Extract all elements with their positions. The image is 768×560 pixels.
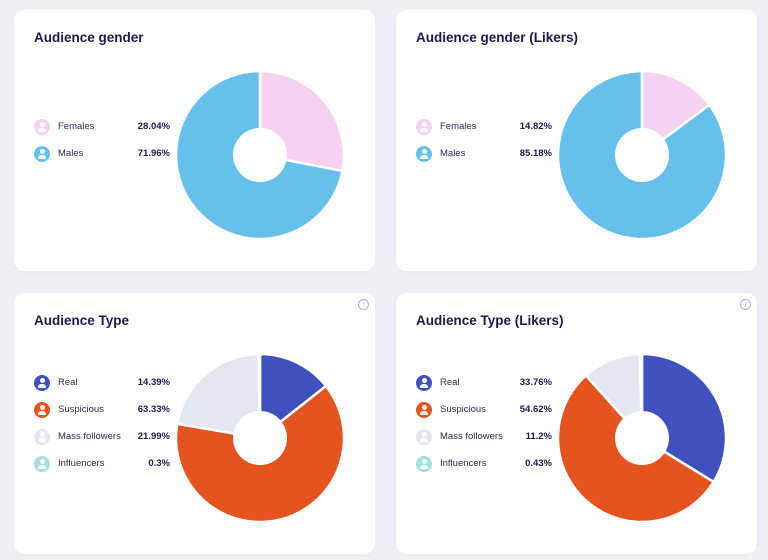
- legend-value: 28.04%: [137, 121, 170, 132]
- legend-item: Suspicious 63.33%: [34, 396, 170, 423]
- chart-card: Audience Type (Likers) i Real 33.76% Suspici…: [396, 293, 757, 554]
- legend-label: Suspicious: [58, 404, 104, 415]
- legend-label: Real: [58, 377, 78, 388]
- legend-label: Influencers: [58, 458, 105, 469]
- legend-label: Mass followers: [58, 431, 121, 442]
- legend-label: Males: [58, 148, 84, 159]
- donut-chart: [174, 69, 346, 241]
- legend-value: 14.39%: [137, 377, 170, 388]
- legend-item: Males 71.96%: [34, 140, 170, 167]
- user-icon: [34, 118, 50, 135]
- user-icon: [416, 374, 432, 391]
- chart-card: Audience gender Females 28.04% Males 71.96%: [14, 10, 375, 271]
- donut-chart: [556, 352, 728, 524]
- legend-label: Suspicious: [440, 404, 486, 415]
- info-icon[interactable]: i: [740, 299, 751, 310]
- user-icon: [416, 145, 432, 162]
- chart-title: Audience gender (Likers): [416, 30, 579, 45]
- legend: Females 14.82% Males 85.18%: [416, 113, 552, 167]
- chart-card: Audience gender (Likers) Females 14.82% Mal…: [396, 10, 757, 271]
- user-icon: [34, 401, 50, 418]
- user-icon: [34, 428, 50, 445]
- legend-label: Real: [440, 377, 460, 388]
- legend-label: Males: [440, 148, 466, 159]
- donut-chart: [174, 352, 346, 524]
- legend-value: 54.62%: [519, 404, 552, 415]
- user-icon: [416, 455, 432, 472]
- legend-item: Mass followers 21.99%: [34, 423, 170, 450]
- legend-item: Real 33.76%: [416, 369, 552, 396]
- chart-title: Audience Type: [34, 313, 130, 328]
- user-icon: [416, 401, 432, 418]
- legend-item: Real 14.39%: [34, 369, 170, 396]
- user-icon: [34, 374, 50, 391]
- legend-value: 71.96%: [137, 148, 170, 159]
- donut-hole: [233, 128, 287, 182]
- legend-item: Suspicious 54.62%: [416, 396, 552, 423]
- donut-hole: [615, 128, 669, 182]
- slice-males[interactable]: [556, 69, 728, 241]
- legend-value: 0.43%: [525, 458, 552, 469]
- legend-value: 33.76%: [519, 377, 552, 388]
- donut-chart: [556, 69, 728, 241]
- chart-card: Audience Type i Real 14.39% Suspicious 63.33%…: [14, 293, 375, 554]
- user-icon: [34, 455, 50, 472]
- donut-hole: [615, 411, 669, 465]
- chart-title: Audience gender: [34, 30, 144, 45]
- legend-value: 11.2%: [525, 431, 552, 442]
- info-icon[interactable]: i: [358, 299, 369, 310]
- legend-label: Females: [440, 121, 477, 132]
- legend-value: 0.3%: [148, 458, 170, 469]
- legend-item: Influencers 0.43%: [416, 450, 552, 477]
- legend-label: Females: [58, 121, 95, 132]
- legend: Real 14.39% Suspicious 63.33% Mass followers…: [34, 369, 170, 477]
- legend: Females 28.04% Males 71.96%: [34, 113, 170, 167]
- user-icon: [416, 118, 432, 135]
- legend-value: 14.82%: [519, 121, 552, 132]
- user-icon: [34, 145, 50, 162]
- legend-label: Mass followers: [440, 431, 503, 442]
- legend-label: Influencers: [440, 458, 487, 469]
- legend-value: 21.99%: [137, 431, 170, 442]
- legend-value: 63.33%: [137, 404, 170, 415]
- legend-item: Influencers 0.3%: [34, 450, 170, 477]
- slice-mass-followers[interactable]: [175, 352, 262, 440]
- legend-value: 85.18%: [519, 148, 552, 159]
- legend-item: Females 14.82%: [416, 113, 552, 140]
- legend-item: Females 28.04%: [34, 113, 170, 140]
- legend: Real 33.76% Suspicious 54.62% Mass followers…: [416, 369, 552, 477]
- donut-hole: [233, 411, 287, 465]
- legend-item: Mass followers 11.2%: [416, 423, 552, 450]
- chart-title: Audience Type (Likers): [416, 313, 564, 328]
- user-icon: [416, 428, 432, 445]
- legend-item: Males 85.18%: [416, 140, 552, 167]
